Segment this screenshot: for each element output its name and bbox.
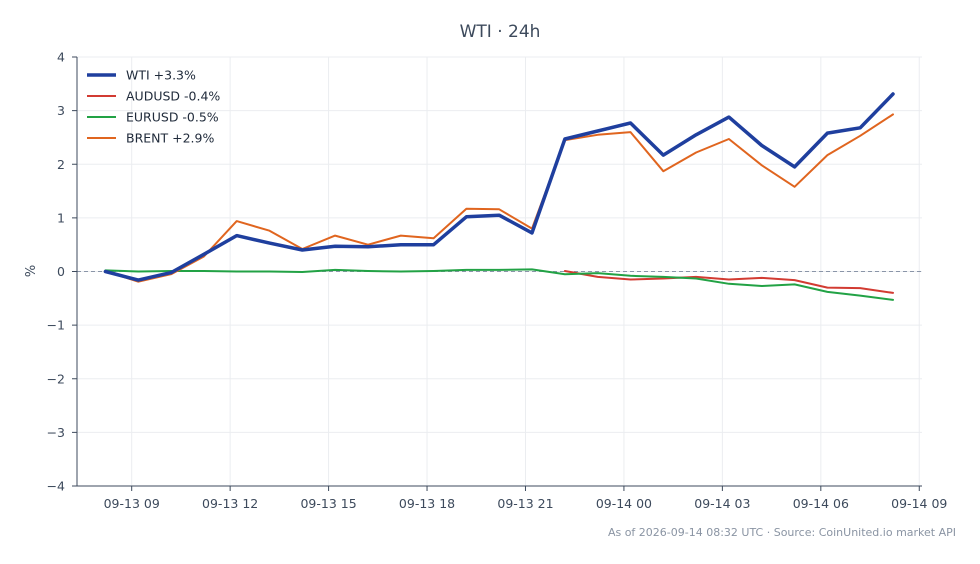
legend: WTI +3.3% AUDUSD -0.4% EURUSD -0.5% BRENT +…: [87, 68, 220, 146]
y-tick-label: −3: [47, 425, 65, 440]
chart-title: WTI · 24h: [460, 22, 541, 42]
x-tick-label: 09-14 00: [596, 496, 652, 511]
footer-source-note: As of 2026-09-14 08:32 UTC · Source: Coi…: [607, 526, 956, 539]
x-tick-label: 09-14 09: [891, 496, 947, 511]
x-tick-label: 09-13 12: [202, 496, 258, 511]
y-tick-label: −1: [47, 318, 65, 333]
y-tick-label: 4: [57, 50, 65, 65]
y-tick-label: 2: [57, 157, 65, 172]
series-lines: [103, 92, 895, 301]
x-tick-label: 09-14 06: [793, 496, 849, 511]
x-tick-label: 09-13 18: [399, 496, 455, 511]
x-tick-label: 09-13 09: [104, 496, 160, 511]
series-line-brent: [104, 113, 894, 283]
x-tick-label: 09-13 21: [497, 496, 553, 511]
y-tick-label: 1: [57, 210, 65, 225]
y-tick-label: 0: [57, 264, 65, 279]
x-tick-label: 09-14 03: [694, 496, 750, 511]
series-line-wti: [103, 92, 895, 282]
y-axis-label: %: [24, 265, 39, 277]
y-tick-label: −4: [47, 479, 65, 494]
legend-label-brent: BRENT +2.9%: [126, 131, 214, 146]
legend-label-audusd: AUDUSD -0.4%: [126, 89, 220, 104]
series-line-audusd: [563, 270, 894, 294]
series-line-eurusd: [104, 268, 894, 301]
legend-label-eurusd: EURUSD -0.5%: [126, 110, 219, 125]
y-tick-label: −2: [47, 371, 65, 386]
x-tick-label: 09-13 15: [300, 496, 356, 511]
y-tick-label: 3: [57, 103, 65, 118]
legend-label-wti: WTI +3.3%: [126, 68, 196, 83]
axes: 4 3 2 1 0 −1 −2 −3 −4 09-13 09 09-13 12 09-13 15 09-…: [47, 50, 948, 512]
